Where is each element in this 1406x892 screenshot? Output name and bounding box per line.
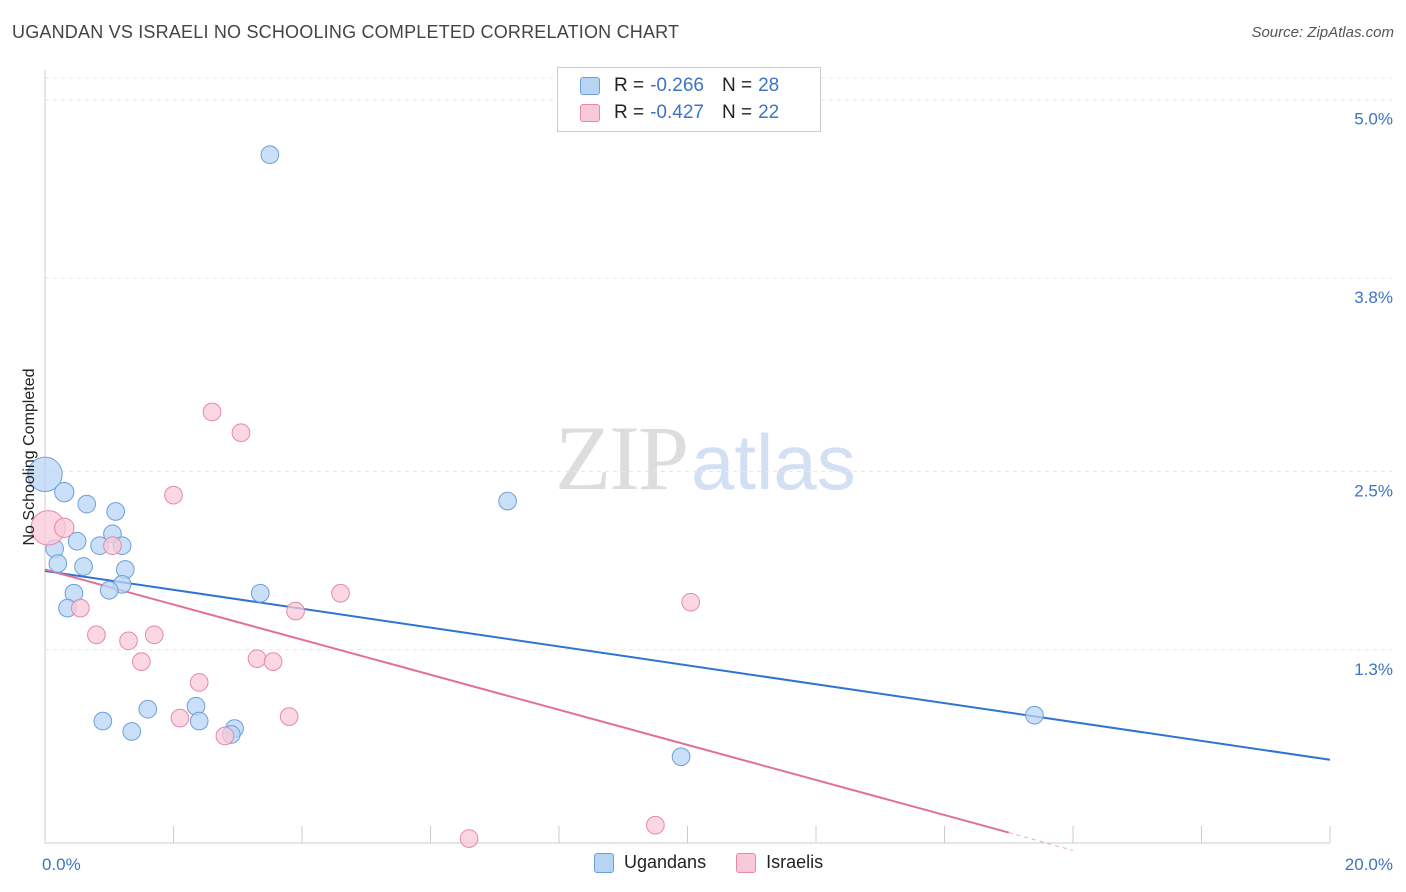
legend-row-ugandans: R = -0.266 N = 28	[580, 73, 779, 99]
israelis-point	[646, 815, 665, 835]
ugandans-point	[260, 145, 280, 165]
y-tick-label: 2.5%	[1354, 481, 1393, 500]
israelis-point	[87, 625, 106, 645]
ugandans-point	[67, 531, 87, 551]
series-legend-israelis: Israelis	[736, 852, 823, 873]
y-tick-label: 5.0%	[1354, 110, 1393, 129]
correlation-legend: R = -0.266 N = 28 R = -0.427 N = 22	[557, 67, 821, 132]
israelis-point	[164, 485, 183, 505]
y-tick-label: 1.3%	[1354, 660, 1393, 679]
x-tick-label: 0.0%	[42, 855, 81, 874]
source-credit: Source: ZipAtlas.com	[1251, 24, 1394, 41]
y-axis-label: No Schooling Completed	[21, 369, 38, 546]
series-legend-ugandans: Ugandans	[594, 852, 706, 873]
israelis-point	[459, 829, 479, 848]
israelis-point	[681, 592, 701, 612]
israelis-point	[231, 423, 251, 443]
series-legend: Ugandans Israelis	[594, 852, 853, 873]
legend-r-value: -0.427	[650, 102, 704, 123]
israelis-point	[119, 631, 138, 651]
watermark-atlas: atlas	[691, 418, 856, 506]
ugandans-point	[122, 722, 142, 741]
israelis-point	[189, 673, 209, 692]
ugandans-point	[106, 502, 126, 521]
ugandans-point	[54, 482, 75, 503]
grid-lines	[45, 77, 1392, 651]
israelis-point	[103, 536, 122, 556]
israelis-point	[170, 708, 190, 728]
israelis-trend-extension	[1008, 832, 1074, 851]
axes	[44, 70, 1331, 844]
israelis-point	[331, 583, 350, 603]
ugandans-point	[250, 583, 270, 603]
y-tick-label: 3.8%	[1354, 288, 1393, 307]
ugandans-swatch	[580, 77, 600, 95]
ugandans-legend-label: Ugandans	[624, 852, 707, 872]
israelis-point	[71, 598, 90, 618]
watermark: ZIPatlas	[555, 405, 856, 511]
israelis-point	[202, 402, 222, 422]
legend-r-label: R =	[614, 75, 645, 96]
legend-r-label: R =	[614, 102, 645, 123]
israelis-point	[263, 652, 283, 671]
ugandans-point	[48, 554, 68, 573]
data-points	[27, 145, 1044, 848]
israelis-point	[215, 726, 235, 746]
ugandans-point	[77, 494, 97, 514]
legend-row-israelis: R = -0.427 N = 22	[580, 100, 779, 126]
israelis-legend-swatch	[736, 852, 757, 873]
israelis-point	[144, 625, 164, 645]
watermark-zip: ZIP	[555, 407, 689, 509]
legend-n-label: N =	[721, 102, 753, 123]
ugandans-point	[671, 747, 691, 767]
israelis-point	[247, 649, 267, 669]
ugandans-point	[1025, 705, 1044, 725]
legend-n-value: 28	[758, 75, 780, 96]
ugandans-point	[189, 711, 209, 731]
israelis-point	[286, 601, 305, 621]
trend-lines	[44, 568, 1331, 851]
legend-n-value: 22	[758, 102, 780, 123]
ugandans-point	[74, 557, 93, 576]
israelis-swatch	[580, 104, 600, 122]
israelis-point	[132, 652, 151, 671]
ugandans-point	[99, 580, 119, 600]
ugandans-legend-swatch	[594, 852, 614, 873]
israelis-legend-label: Israelis	[766, 852, 824, 872]
chart-title: UGANDAN VS ISRAELI NO SCHOOLING COMPLETE…	[12, 22, 680, 42]
ugandans-point	[498, 491, 517, 511]
israelis-trend-line	[44, 568, 1010, 834]
axis-labels: 1.3% 2.5% 3.8% 5.0% 0.0% 20.0% No Schooling Co…	[21, 110, 1393, 874]
x-tick-label: 20.0%	[1345, 855, 1393, 874]
ugandans-point	[93, 711, 113, 731]
legend-r-value: -0.266	[650, 75, 704, 96]
israelis-point	[279, 707, 299, 726]
legend-n-label: N =	[721, 75, 753, 96]
israelis-point	[54, 517, 75, 539]
ugandans-point	[27, 456, 63, 493]
ugandans-point	[138, 699, 158, 719]
